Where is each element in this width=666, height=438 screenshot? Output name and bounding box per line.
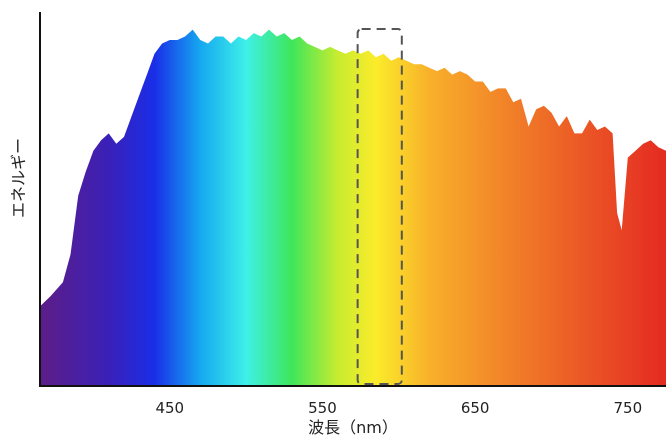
- x-axis-title: 波長（nm）: [308, 418, 398, 437]
- x-tick-label: 750: [614, 399, 643, 417]
- y-axis-title: エネルギー: [9, 138, 28, 218]
- x-tick-label: 550: [308, 399, 337, 417]
- x-tick-label: 450: [155, 399, 184, 417]
- plot-area: [40, 29, 666, 386]
- spectrum-area: [40, 29, 666, 386]
- x-tick-labels: 450 550 650 750: [155, 399, 642, 417]
- highlight-box: [356, 28, 403, 385]
- x-tick-label: 650: [461, 399, 490, 417]
